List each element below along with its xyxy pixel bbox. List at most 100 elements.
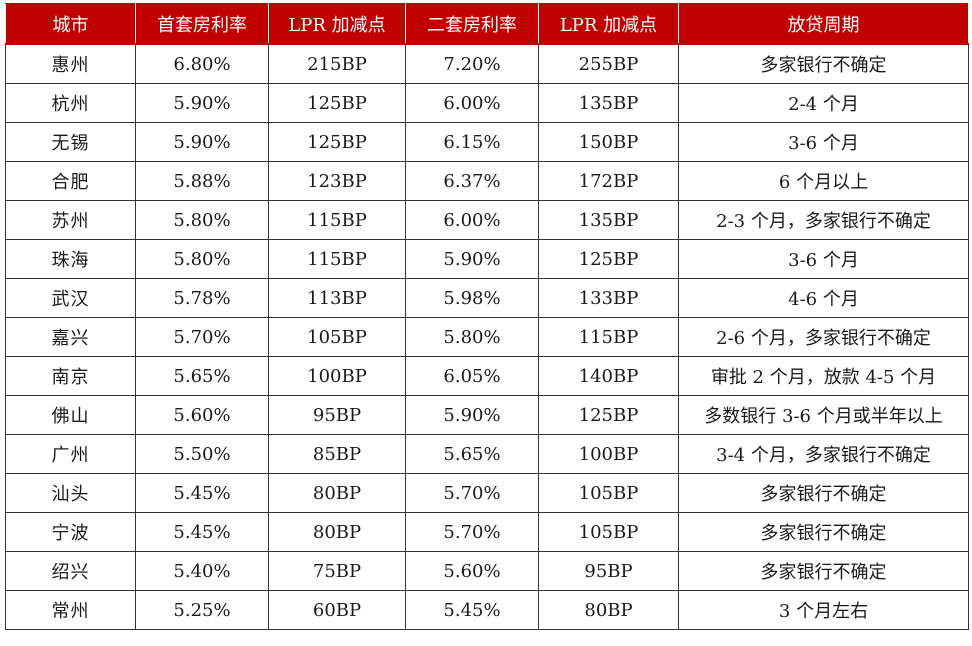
second-lpr-spread-cell: 125BP bbox=[538, 239, 679, 279]
header-city: 城市 bbox=[5, 3, 136, 45]
second-home-rate-cell: 5.45% bbox=[405, 590, 539, 630]
loan-period-cell: 3 个月左右 bbox=[678, 590, 969, 630]
second-home-rate-cell: 5.90% bbox=[405, 395, 539, 435]
first-home-rate-cell: 5.45% bbox=[135, 473, 269, 513]
second-lpr-spread-cell: 95BP bbox=[538, 551, 679, 591]
city-cell: 苏州 bbox=[5, 200, 136, 240]
city-cell: 南京 bbox=[5, 356, 136, 396]
city-cell: 杭州 bbox=[5, 83, 136, 123]
second-lpr-spread-cell: 100BP bbox=[538, 434, 679, 474]
second-home-rate-cell: 5.70% bbox=[405, 473, 539, 513]
table-row: 惠州 6.80% 215BP 7.20% 255BP 多家银行不确定 bbox=[5, 43, 969, 84]
second-home-rate-cell: 6.00% bbox=[405, 83, 539, 123]
table-row: 嘉兴 5.70% 105BP 5.80% 115BP 2-6 个月，多家银行不确定 bbox=[5, 317, 969, 357]
first-home-rate-cell: 5.90% bbox=[135, 83, 269, 123]
first-home-rate-cell: 5.45% bbox=[135, 512, 269, 552]
first-lpr-spread-cell: 80BP bbox=[268, 512, 406, 552]
header-second-lpr-spread: LPR 加减点 bbox=[538, 3, 679, 45]
second-home-rate-cell: 6.05% bbox=[405, 356, 539, 396]
first-lpr-spread-cell: 100BP bbox=[268, 356, 406, 396]
table-row: 武汉 5.78% 113BP 5.98% 133BP 4-6 个月 bbox=[5, 278, 969, 318]
first-lpr-spread-cell: 85BP bbox=[268, 434, 406, 474]
city-cell: 武汉 bbox=[5, 278, 136, 318]
first-home-rate-cell: 5.78% bbox=[135, 278, 269, 318]
table-row: 合肥 5.88% 123BP 6.37% 172BP 6 个月以上 bbox=[5, 161, 969, 201]
header-second-home-rate: 二套房利率 bbox=[405, 3, 539, 45]
city-cell: 宁波 bbox=[5, 512, 136, 552]
first-lpr-spread-cell: 113BP bbox=[268, 278, 406, 318]
second-home-rate-cell: 7.20% bbox=[405, 43, 539, 84]
city-cell: 绍兴 bbox=[5, 551, 136, 591]
second-lpr-spread-cell: 105BP bbox=[538, 512, 679, 552]
header-first-home-rate: 首套房利率 bbox=[135, 3, 269, 45]
second-lpr-spread-cell: 133BP bbox=[538, 278, 679, 318]
loan-period-cell: 3-6 个月 bbox=[678, 239, 969, 279]
loan-period-cell: 4-6 个月 bbox=[678, 278, 969, 318]
city-cell: 无锡 bbox=[5, 122, 136, 162]
second-lpr-spread-cell: 172BP bbox=[538, 161, 679, 201]
table-row: 苏州 5.80% 115BP 6.00% 135BP 2-3 个月，多家银行不确定 bbox=[5, 200, 969, 240]
first-lpr-spread-cell: 215BP bbox=[268, 43, 406, 84]
loan-period-cell: 2-3 个月，多家银行不确定 bbox=[678, 200, 969, 240]
loan-period-cell: 多家银行不确定 bbox=[678, 551, 969, 591]
first-lpr-spread-cell: 125BP bbox=[268, 83, 406, 123]
second-home-rate-cell: 5.90% bbox=[405, 239, 539, 279]
first-lpr-spread-cell: 123BP bbox=[268, 161, 406, 201]
city-cell: 广州 bbox=[5, 434, 136, 474]
second-lpr-spread-cell: 115BP bbox=[538, 317, 679, 357]
table-row: 佛山 5.60% 95BP 5.90% 125BP 多数银行 3-6 个月或半年以上 bbox=[5, 395, 969, 435]
city-cell: 佛山 bbox=[5, 395, 136, 435]
loan-period-cell: 3-4 个月，多家银行不确定 bbox=[678, 434, 969, 474]
loan-period-cell: 2-6 个月，多家银行不确定 bbox=[678, 317, 969, 357]
table-row: 常州 5.25% 60BP 5.45% 80BP 3 个月左右 bbox=[5, 590, 969, 630]
first-home-rate-cell: 5.65% bbox=[135, 356, 269, 396]
second-lpr-spread-cell: 125BP bbox=[538, 395, 679, 435]
table-row: 宁波 5.45% 80BP 5.70% 105BP 多家银行不确定 bbox=[5, 512, 969, 552]
first-lpr-spread-cell: 115BP bbox=[268, 200, 406, 240]
second-lpr-spread-cell: 140BP bbox=[538, 356, 679, 396]
table-body: 惠州 6.80% 215BP 7.20% 255BP 多家银行不确定 杭州 5.90% 125B… bbox=[5, 43, 969, 630]
loan-period-cell: 3-6 个月 bbox=[678, 122, 969, 162]
first-home-rate-cell: 5.70% bbox=[135, 317, 269, 357]
city-cell: 汕头 bbox=[5, 473, 136, 513]
first-home-rate-cell: 5.50% bbox=[135, 434, 269, 474]
loan-period-cell: 6 个月以上 bbox=[678, 161, 969, 201]
first-home-rate-cell: 5.80% bbox=[135, 200, 269, 240]
city-cell: 常州 bbox=[5, 590, 136, 630]
second-home-rate-cell: 6.37% bbox=[405, 161, 539, 201]
first-lpr-spread-cell: 60BP bbox=[268, 590, 406, 630]
header-first-lpr-spread: LPR 加减点 bbox=[268, 3, 406, 45]
table-row: 绍兴 5.40% 75BP 5.60% 95BP 多家银行不确定 bbox=[5, 551, 969, 591]
loan-period-cell: 多家银行不确定 bbox=[678, 512, 969, 552]
first-home-rate-cell: 5.90% bbox=[135, 122, 269, 162]
loan-period-cell: 多数银行 3-6 个月或半年以上 bbox=[678, 395, 969, 435]
loan-period-cell: 2-4 个月 bbox=[678, 83, 969, 123]
loan-period-cell: 审批 2 个月，放款 4-5 个月 bbox=[678, 356, 969, 396]
second-lpr-spread-cell: 135BP bbox=[538, 83, 679, 123]
table-row: 无锡 5.90% 125BP 6.15% 150BP 3-6 个月 bbox=[5, 122, 969, 162]
first-lpr-spread-cell: 125BP bbox=[268, 122, 406, 162]
second-home-rate-cell: 6.15% bbox=[405, 122, 539, 162]
second-home-rate-cell: 6.00% bbox=[405, 200, 539, 240]
second-lpr-spread-cell: 150BP bbox=[538, 122, 679, 162]
mortgage-rate-table: 城市 首套房利率 LPR 加减点 二套房利率 LPR 加减点 放贷周期 惠州 6.… bbox=[5, 3, 969, 630]
header-loan-period: 放贷周期 bbox=[678, 3, 969, 45]
city-cell: 合肥 bbox=[5, 161, 136, 201]
first-lpr-spread-cell: 105BP bbox=[268, 317, 406, 357]
second-home-rate-cell: 5.70% bbox=[405, 512, 539, 552]
table-header-row: 城市 首套房利率 LPR 加减点 二套房利率 LPR 加减点 放贷周期 bbox=[5, 3, 969, 45]
table-row: 杭州 5.90% 125BP 6.00% 135BP 2-4 个月 bbox=[5, 83, 969, 123]
second-lpr-spread-cell: 255BP bbox=[538, 43, 679, 84]
loan-period-cell: 多家银行不确定 bbox=[678, 43, 969, 84]
second-home-rate-cell: 5.80% bbox=[405, 317, 539, 357]
second-home-rate-cell: 5.60% bbox=[405, 551, 539, 591]
table-row: 广州 5.50% 85BP 5.65% 100BP 3-4 个月，多家银行不确定 bbox=[5, 434, 969, 474]
first-home-rate-cell: 5.60% bbox=[135, 395, 269, 435]
mortgage-rate-table-container: 城市 首套房利率 LPR 加减点 二套房利率 LPR 加减点 放贷周期 惠州 6.… bbox=[5, 3, 969, 630]
city-cell: 惠州 bbox=[5, 43, 136, 84]
table-row: 珠海 5.80% 115BP 5.90% 125BP 3-6 个月 bbox=[5, 239, 969, 279]
loan-period-cell: 多家银行不确定 bbox=[678, 473, 969, 513]
first-home-rate-cell: 5.40% bbox=[135, 551, 269, 591]
second-lpr-spread-cell: 135BP bbox=[538, 200, 679, 240]
second-lpr-spread-cell: 80BP bbox=[538, 590, 679, 630]
